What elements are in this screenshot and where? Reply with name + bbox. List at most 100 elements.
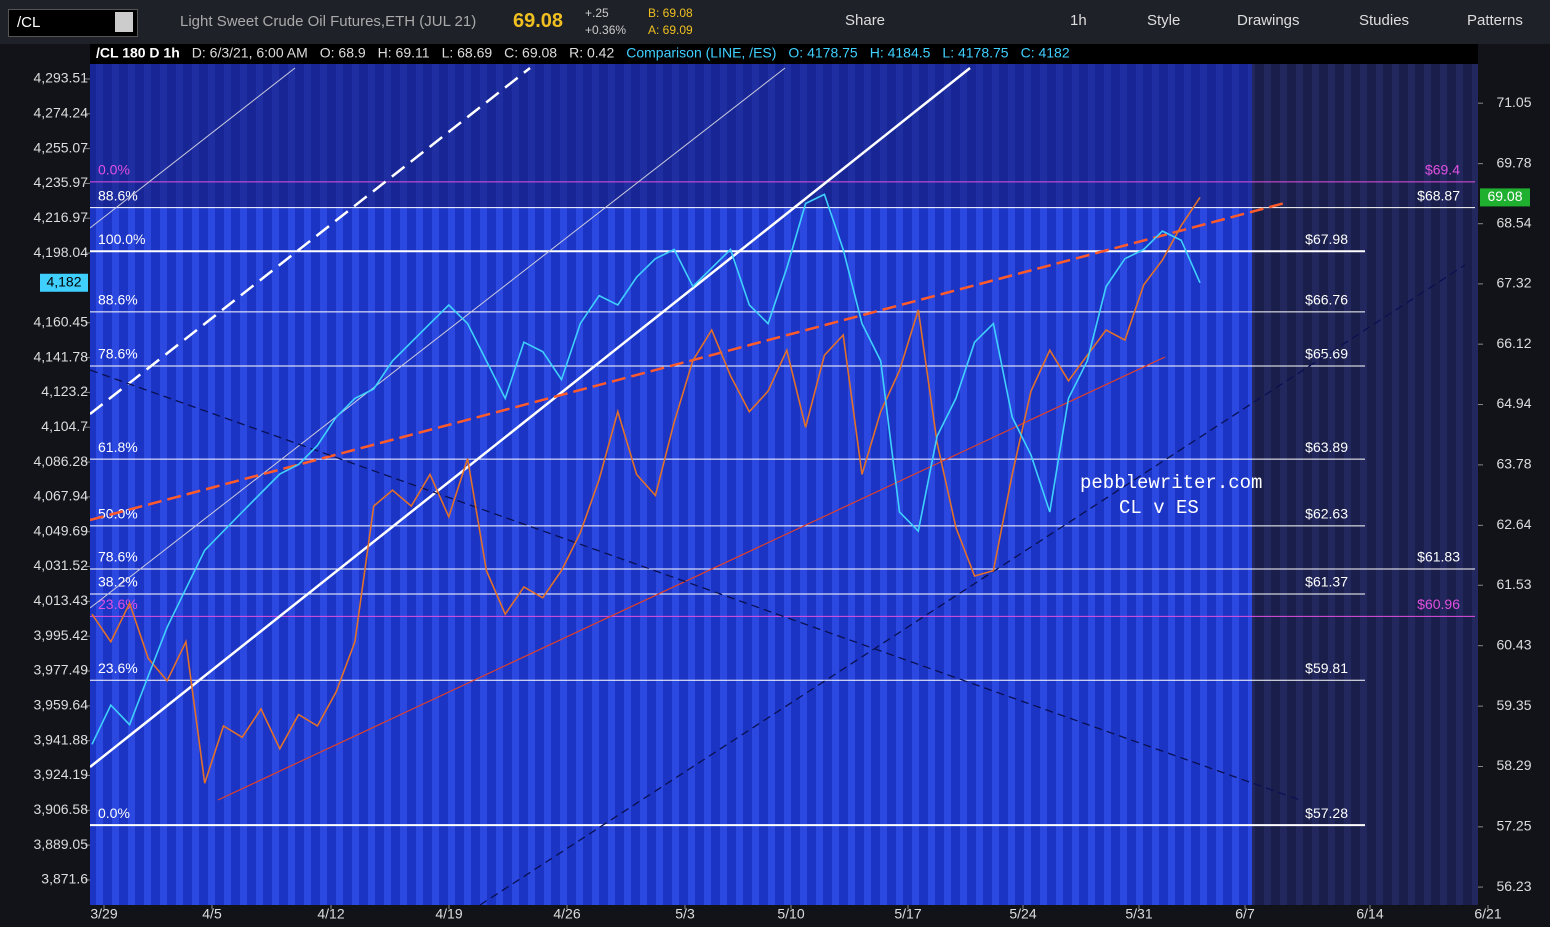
y2-tick-label: 4,293.51 [34, 70, 89, 86]
trendline [89, 67, 531, 415]
last-price-label: 69.08 [1487, 188, 1522, 204]
x-tick-label: 5/31 [1125, 906, 1152, 922]
change-pct: +0.36% [585, 23, 627, 37]
comparison-badge [40, 273, 88, 292]
style-button[interactable]: Style [1147, 12, 1181, 29]
trendline [217, 356, 1166, 801]
y-tick-label: 66.12 [1496, 335, 1531, 351]
share-button[interactable]: Share [845, 12, 886, 29]
description: Light Sweet Crude Oil Futures,ETH (JUL 2… [180, 13, 477, 30]
header-item: O: 4178.75 [788, 45, 857, 61]
drawings-button[interactable]: Drawings [1237, 12, 1300, 29]
y-tick-label: 56.23 [1496, 878, 1531, 894]
level-pct: 100.0% [98, 231, 145, 247]
symbol: /CL [17, 14, 41, 31]
trendline [89, 369, 1301, 801]
annotation: pebblewriter.com [1080, 472, 1262, 494]
x-tick-label: 5/17 [894, 906, 921, 922]
y2-tick-label: 4,274.24 [34, 105, 89, 121]
trendline [479, 264, 1466, 906]
x-tick-label: 4/19 [435, 906, 462, 922]
y-tick-label: 67.32 [1496, 275, 1531, 291]
y2-tick-label: 4,049.69 [34, 522, 89, 538]
x-tick-label: 3/29 [90, 906, 117, 922]
level-pct: 38.2% [98, 574, 138, 590]
header-item: H: 69.11 [378, 45, 430, 61]
left-axis-panel [0, 44, 90, 927]
y2-tick-label: 3,906.58 [34, 801, 89, 817]
y-tick-label: 59.35 [1496, 697, 1531, 713]
patterns-button[interactable]: Patterns [1467, 12, 1523, 29]
header-item: H: 4184.5 [870, 45, 931, 61]
y2-tick-label: 4,067.94 [34, 488, 89, 504]
level-pct: 78.6% [98, 549, 138, 565]
level-pct: 88.6% [98, 187, 138, 203]
y2-tick-label: 3,941.88 [34, 731, 89, 747]
level-pct: 88.6% [98, 292, 138, 308]
y2-tick-label: 4,086.28 [34, 453, 89, 469]
trendline [89, 201, 1286, 522]
studies-button[interactable]: Studies [1359, 12, 1410, 29]
y-tick-label: 60.43 [1496, 636, 1531, 652]
last-price-badge [1480, 188, 1530, 207]
header-item: Comparison (LINE, /ES) [626, 45, 776, 61]
level-price: $61.83 [1417, 549, 1460, 565]
level-pct: 0.0% [98, 162, 130, 178]
header-item: C: 69.08 [504, 45, 557, 61]
y-tick-label: 71.05 [1496, 94, 1531, 110]
x-tick-label: 4/5 [202, 906, 222, 922]
level-price: $57.28 [1305, 805, 1348, 821]
level-price: $60.96 [1417, 596, 1460, 612]
y-tick-label: 63.78 [1496, 456, 1531, 472]
series-line [91, 193, 1201, 745]
level-price: $68.87 [1417, 187, 1460, 203]
header-bar [90, 44, 1478, 64]
y-tick-label: 69.78 [1496, 154, 1531, 170]
comparison-label: 4,182 [46, 273, 81, 289]
upper-shade [90, 64, 1252, 207]
y2-tick-label: 3,871.6 [41, 871, 88, 887]
x-tick-label: 5/10 [777, 906, 804, 922]
y2-tick-label: 3,959.64 [34, 697, 89, 713]
dropdown[interactable] [115, 12, 133, 32]
x-tick-label: 4/12 [317, 906, 344, 922]
header-item: /CL 180 D 1h [96, 45, 180, 61]
trendline [89, 67, 296, 229]
trendline [89, 67, 971, 768]
y2-tick-label: 4,013.43 [34, 592, 89, 608]
y2-tick-label: 3,924.19 [34, 766, 89, 782]
y2-tick-label: 4,235.97 [34, 174, 89, 190]
symbol-box[interactable]: /CL [8, 9, 138, 37]
level-pct: 23.6% [98, 660, 138, 676]
annotation: CL v ES [1119, 497, 1199, 519]
header-item: L: 68.69 [442, 45, 493, 61]
future-region [1252, 64, 1478, 905]
y2-tick-label: 4,104.7 [41, 418, 88, 434]
level-price: $65.69 [1305, 346, 1348, 362]
x-tick-label: 6/14 [1356, 906, 1383, 922]
y2-tick-label: 3,889.05 [34, 836, 89, 852]
level-pct: 78.6% [98, 346, 138, 362]
y2-tick-label: 3,977.49 [34, 662, 89, 678]
level-price: $59.81 [1305, 660, 1348, 676]
level-pct: 61.8% [98, 439, 138, 455]
y-tick-label: 58.29 [1496, 757, 1531, 773]
trendline [89, 67, 786, 609]
trendlines [89, 67, 1466, 906]
level-price: $67.98 [1305, 231, 1348, 247]
header-item: L: 4178.75 [942, 45, 1008, 61]
y2-tick-label: 3,995.42 [34, 627, 89, 643]
y-tick-label: 57.25 [1496, 818, 1531, 834]
ask: A: 69.09 [648, 23, 693, 37]
last-price: 69.08 [513, 10, 564, 32]
timeframe-button[interactable]: 1h [1070, 12, 1087, 29]
level-price: $69.4 [1425, 162, 1460, 178]
y2-tick-label: 4,216.97 [34, 209, 89, 225]
y2-tick-label: 4,031.52 [34, 557, 89, 573]
y2-tick-label: 4,160.45 [34, 313, 89, 329]
y2-tick-label: 4,141.78 [34, 348, 89, 364]
header-item: R: 0.42 [569, 45, 614, 61]
level-price: $61.37 [1305, 574, 1348, 590]
